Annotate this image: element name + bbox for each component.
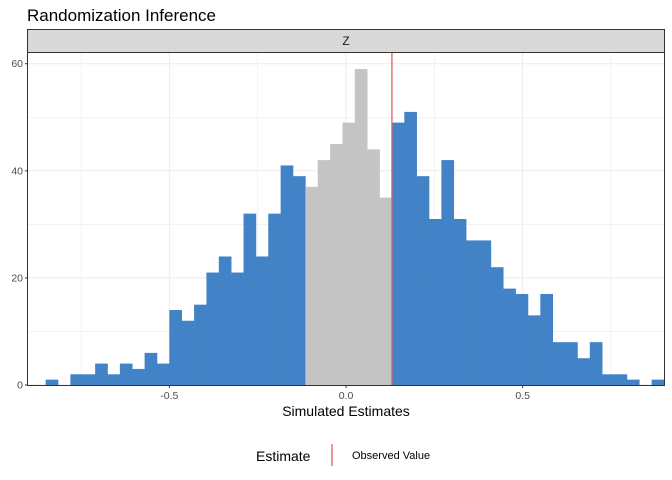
histogram-bar-tail <box>515 293 529 385</box>
histogram-bar-central <box>367 149 380 385</box>
x-axis-title: Simulated Estimates <box>282 403 410 419</box>
histogram-bar-tail <box>70 374 84 385</box>
histogram-bar-tail <box>626 379 640 385</box>
histogram-bar-tail <box>602 374 615 385</box>
x-tick-label: 0.5 <box>515 390 530 402</box>
histogram-bar-tail <box>651 379 665 385</box>
histogram-bar-central <box>342 122 356 385</box>
histogram-bar-tail <box>82 374 96 385</box>
histogram-bar-tail <box>132 368 145 385</box>
histogram-bar-tail <box>144 352 158 385</box>
legend-title: Estimate <box>256 448 311 464</box>
histogram-bar-tail <box>280 165 294 385</box>
histogram-bar-central <box>330 144 343 385</box>
y-axis: 0 20 40 60 <box>11 58 28 392</box>
histogram-bar-central <box>317 160 331 385</box>
histogram-bar-tail <box>589 342 603 385</box>
histogram-bar-tail <box>614 374 628 385</box>
y-tick-label: 40 <box>11 165 23 177</box>
legend: Estimate Observed Value <box>256 444 430 466</box>
histogram-bar-tail <box>453 219 467 385</box>
facet-strip-label: Z <box>342 34 349 48</box>
histogram-bar-tail <box>404 111 417 385</box>
histogram-bar-central <box>379 197 393 385</box>
y-tick-label: 60 <box>11 58 23 70</box>
histogram-bar-tail <box>95 363 108 385</box>
histogram-bar-tail <box>466 240 479 385</box>
y-tick-label: 0 <box>17 380 23 392</box>
histogram-bar-tail <box>552 342 566 385</box>
histogram-bar-central <box>305 186 319 385</box>
x-tick-label: 0.0 <box>339 390 354 402</box>
histogram-bar-tail <box>169 310 182 385</box>
histogram-bar-tail <box>218 256 232 385</box>
x-tick-label: -0.5 <box>160 390 178 402</box>
histogram-bar-tail <box>293 176 306 385</box>
histogram-bar-tail <box>194 304 207 385</box>
histogram-bar-tail <box>231 272 244 385</box>
histogram-bar-tail <box>503 288 516 385</box>
histogram-bar-tail <box>429 219 442 385</box>
histogram-bar-tail <box>527 315 541 385</box>
histogram-bar-tail <box>268 213 281 385</box>
y-tick-label: 20 <box>11 272 23 284</box>
histogram-bar-tail <box>156 363 170 385</box>
histogram-bar-tail <box>243 213 257 385</box>
histogram-bar-tail <box>490 267 504 385</box>
histogram-bars <box>45 69 665 385</box>
histogram-bar-tail <box>441 160 455 385</box>
histogram-bar-tail <box>119 363 133 385</box>
histogram-bar-tail <box>416 176 430 385</box>
histogram-bar-tail <box>391 122 405 385</box>
histogram-bar-tail <box>206 272 220 385</box>
x-axis: -0.5 0.0 0.5 <box>160 385 530 402</box>
histogram-bar-tail <box>540 293 553 385</box>
histogram-bar-tail <box>565 342 578 385</box>
legend-label-observed-value: Observed Value <box>352 450 430 462</box>
histogram-bar-tail <box>255 256 269 385</box>
histogram-bar-tail <box>107 374 121 385</box>
histogram-bar-central <box>354 69 368 385</box>
histogram-bar-tail <box>478 240 492 385</box>
histogram-bar-tail <box>181 320 195 385</box>
histogram-bar-tail <box>577 358 591 385</box>
chart-title: Randomization Inference <box>27 6 216 25</box>
histogram-bar-tail <box>45 379 59 385</box>
